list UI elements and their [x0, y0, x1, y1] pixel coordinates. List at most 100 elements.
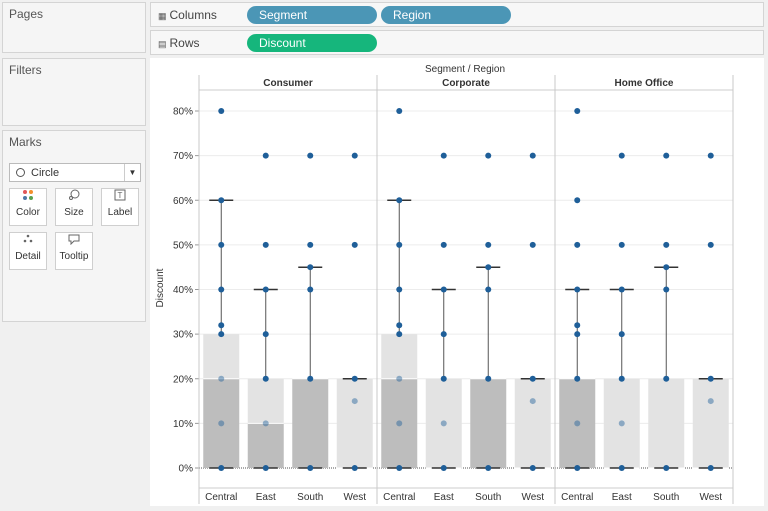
- y-tick-label: 20%: [173, 374, 193, 385]
- data-point: [663, 241, 670, 248]
- y-tick-label: 0%: [179, 464, 194, 475]
- y-tick-label: 30%: [173, 330, 193, 341]
- data-point: [663, 152, 670, 159]
- box-lower: [470, 378, 507, 468]
- rows-icon: ▤: [158, 39, 167, 49]
- data-point: [529, 398, 536, 405]
- data-point: [351, 152, 358, 159]
- box-upper: [381, 334, 418, 379]
- columns-label-text: Columns: [169, 8, 217, 22]
- boxplot-chart: Segment / Region Discount 0% 10% 20% 30% 40%…: [155, 64, 734, 504]
- data-point: [351, 398, 358, 405]
- region-label: West: [699, 492, 722, 503]
- data-point: [574, 197, 581, 204]
- data-point: [440, 152, 447, 159]
- region-label: South: [297, 492, 323, 503]
- box-upper: [692, 378, 729, 468]
- data-point: [396, 420, 403, 427]
- region-label: East: [612, 492, 632, 503]
- region-label: Central: [383, 492, 415, 503]
- data-point: [574, 420, 581, 427]
- size-icon: [56, 189, 92, 207]
- data-point: [440, 331, 447, 338]
- data-point: [218, 375, 225, 382]
- filters-card[interactable]: Filters: [2, 58, 146, 126]
- data-point: [707, 241, 714, 248]
- data-point: [663, 465, 670, 471]
- data-point: [574, 375, 581, 382]
- data-point: [529, 241, 536, 248]
- data-point: [440, 375, 447, 382]
- y-axis-label: Discount: [155, 268, 166, 307]
- data-point: [574, 465, 581, 471]
- region-label: East: [256, 492, 276, 503]
- y-tick-label: 70%: [173, 151, 193, 162]
- marks-card: Marks Circle ▼ Color Size T Label Detail…: [2, 130, 146, 322]
- data-point: [396, 465, 403, 471]
- data-point: [485, 375, 492, 382]
- data-point: [218, 331, 225, 338]
- color-button[interactable]: Color: [9, 188, 47, 226]
- data-point: [396, 322, 403, 329]
- label-icon: T: [102, 189, 138, 207]
- detail-button[interactable]: Detail: [9, 232, 47, 270]
- segment-header: Corporate: [442, 78, 490, 89]
- size-button[interactable]: Size: [55, 188, 93, 226]
- detail-label: Detail: [15, 251, 41, 262]
- data-point: [618, 331, 625, 338]
- region-label: Central: [561, 492, 593, 503]
- rows-shelf[interactable]: ▤ Rows Discount: [150, 30, 764, 55]
- chevron-down-icon[interactable]: ▼: [124, 164, 140, 181]
- data-point: [262, 331, 269, 338]
- box-lower: [203, 378, 240, 468]
- tooltip-button[interactable]: Tooltip: [55, 232, 93, 270]
- label-button[interactable]: T Label: [101, 188, 139, 226]
- rows-shelf-label: ▤ Rows: [158, 36, 200, 50]
- y-tick-label: 10%: [173, 419, 193, 430]
- segment-header: Home Office: [615, 78, 674, 89]
- header-title: Segment / Region: [425, 64, 505, 75]
- box-upper: [203, 334, 240, 379]
- data-point: [707, 465, 714, 471]
- data-point: [574, 108, 581, 114]
- data-point: [485, 465, 492, 471]
- data-point: [440, 420, 447, 427]
- segment-header: Consumer: [263, 78, 313, 89]
- y-tick-label: 60%: [173, 196, 193, 207]
- region-label: Central: [205, 492, 237, 503]
- box-upper: [425, 378, 462, 468]
- region-label: West: [521, 492, 544, 503]
- data-point: [307, 152, 314, 159]
- columns-shelf-label: ▦ Columns: [158, 8, 217, 22]
- data-point: [618, 152, 625, 159]
- data-point: [396, 241, 403, 248]
- data-point: [707, 152, 714, 159]
- color-label: Color: [16, 207, 40, 218]
- data-point: [440, 286, 447, 293]
- data-point: [485, 241, 492, 248]
- data-point: [218, 241, 225, 248]
- data-point: [574, 322, 581, 329]
- data-point: [529, 465, 536, 471]
- data-point: [218, 197, 225, 204]
- data-point: [529, 152, 536, 159]
- segment-pill[interactable]: Segment: [247, 6, 377, 24]
- columns-shelf[interactable]: ▦ Columns Segment Region: [150, 2, 764, 27]
- data-point: [485, 286, 492, 293]
- data-point: [618, 375, 625, 382]
- data-point: [307, 375, 314, 382]
- data-point: [262, 286, 269, 293]
- data-point: [396, 197, 403, 204]
- data-point: [218, 322, 225, 329]
- data-point: [396, 286, 403, 293]
- region-pill[interactable]: Region: [381, 6, 511, 24]
- marks-title: Marks: [9, 135, 42, 149]
- pages-title: Pages: [9, 7, 44, 21]
- data-point: [663, 286, 670, 293]
- pages-card[interactable]: Pages: [2, 2, 146, 53]
- discount-pill[interactable]: Discount: [247, 34, 377, 52]
- box-upper: [336, 378, 373, 468]
- mark-type-dropdown[interactable]: Circle ▼: [9, 163, 141, 182]
- viz-area: Segment / Region Discount 0% 10% 20% 30% 40%…: [150, 58, 764, 506]
- y-tick-label: 40%: [173, 285, 193, 296]
